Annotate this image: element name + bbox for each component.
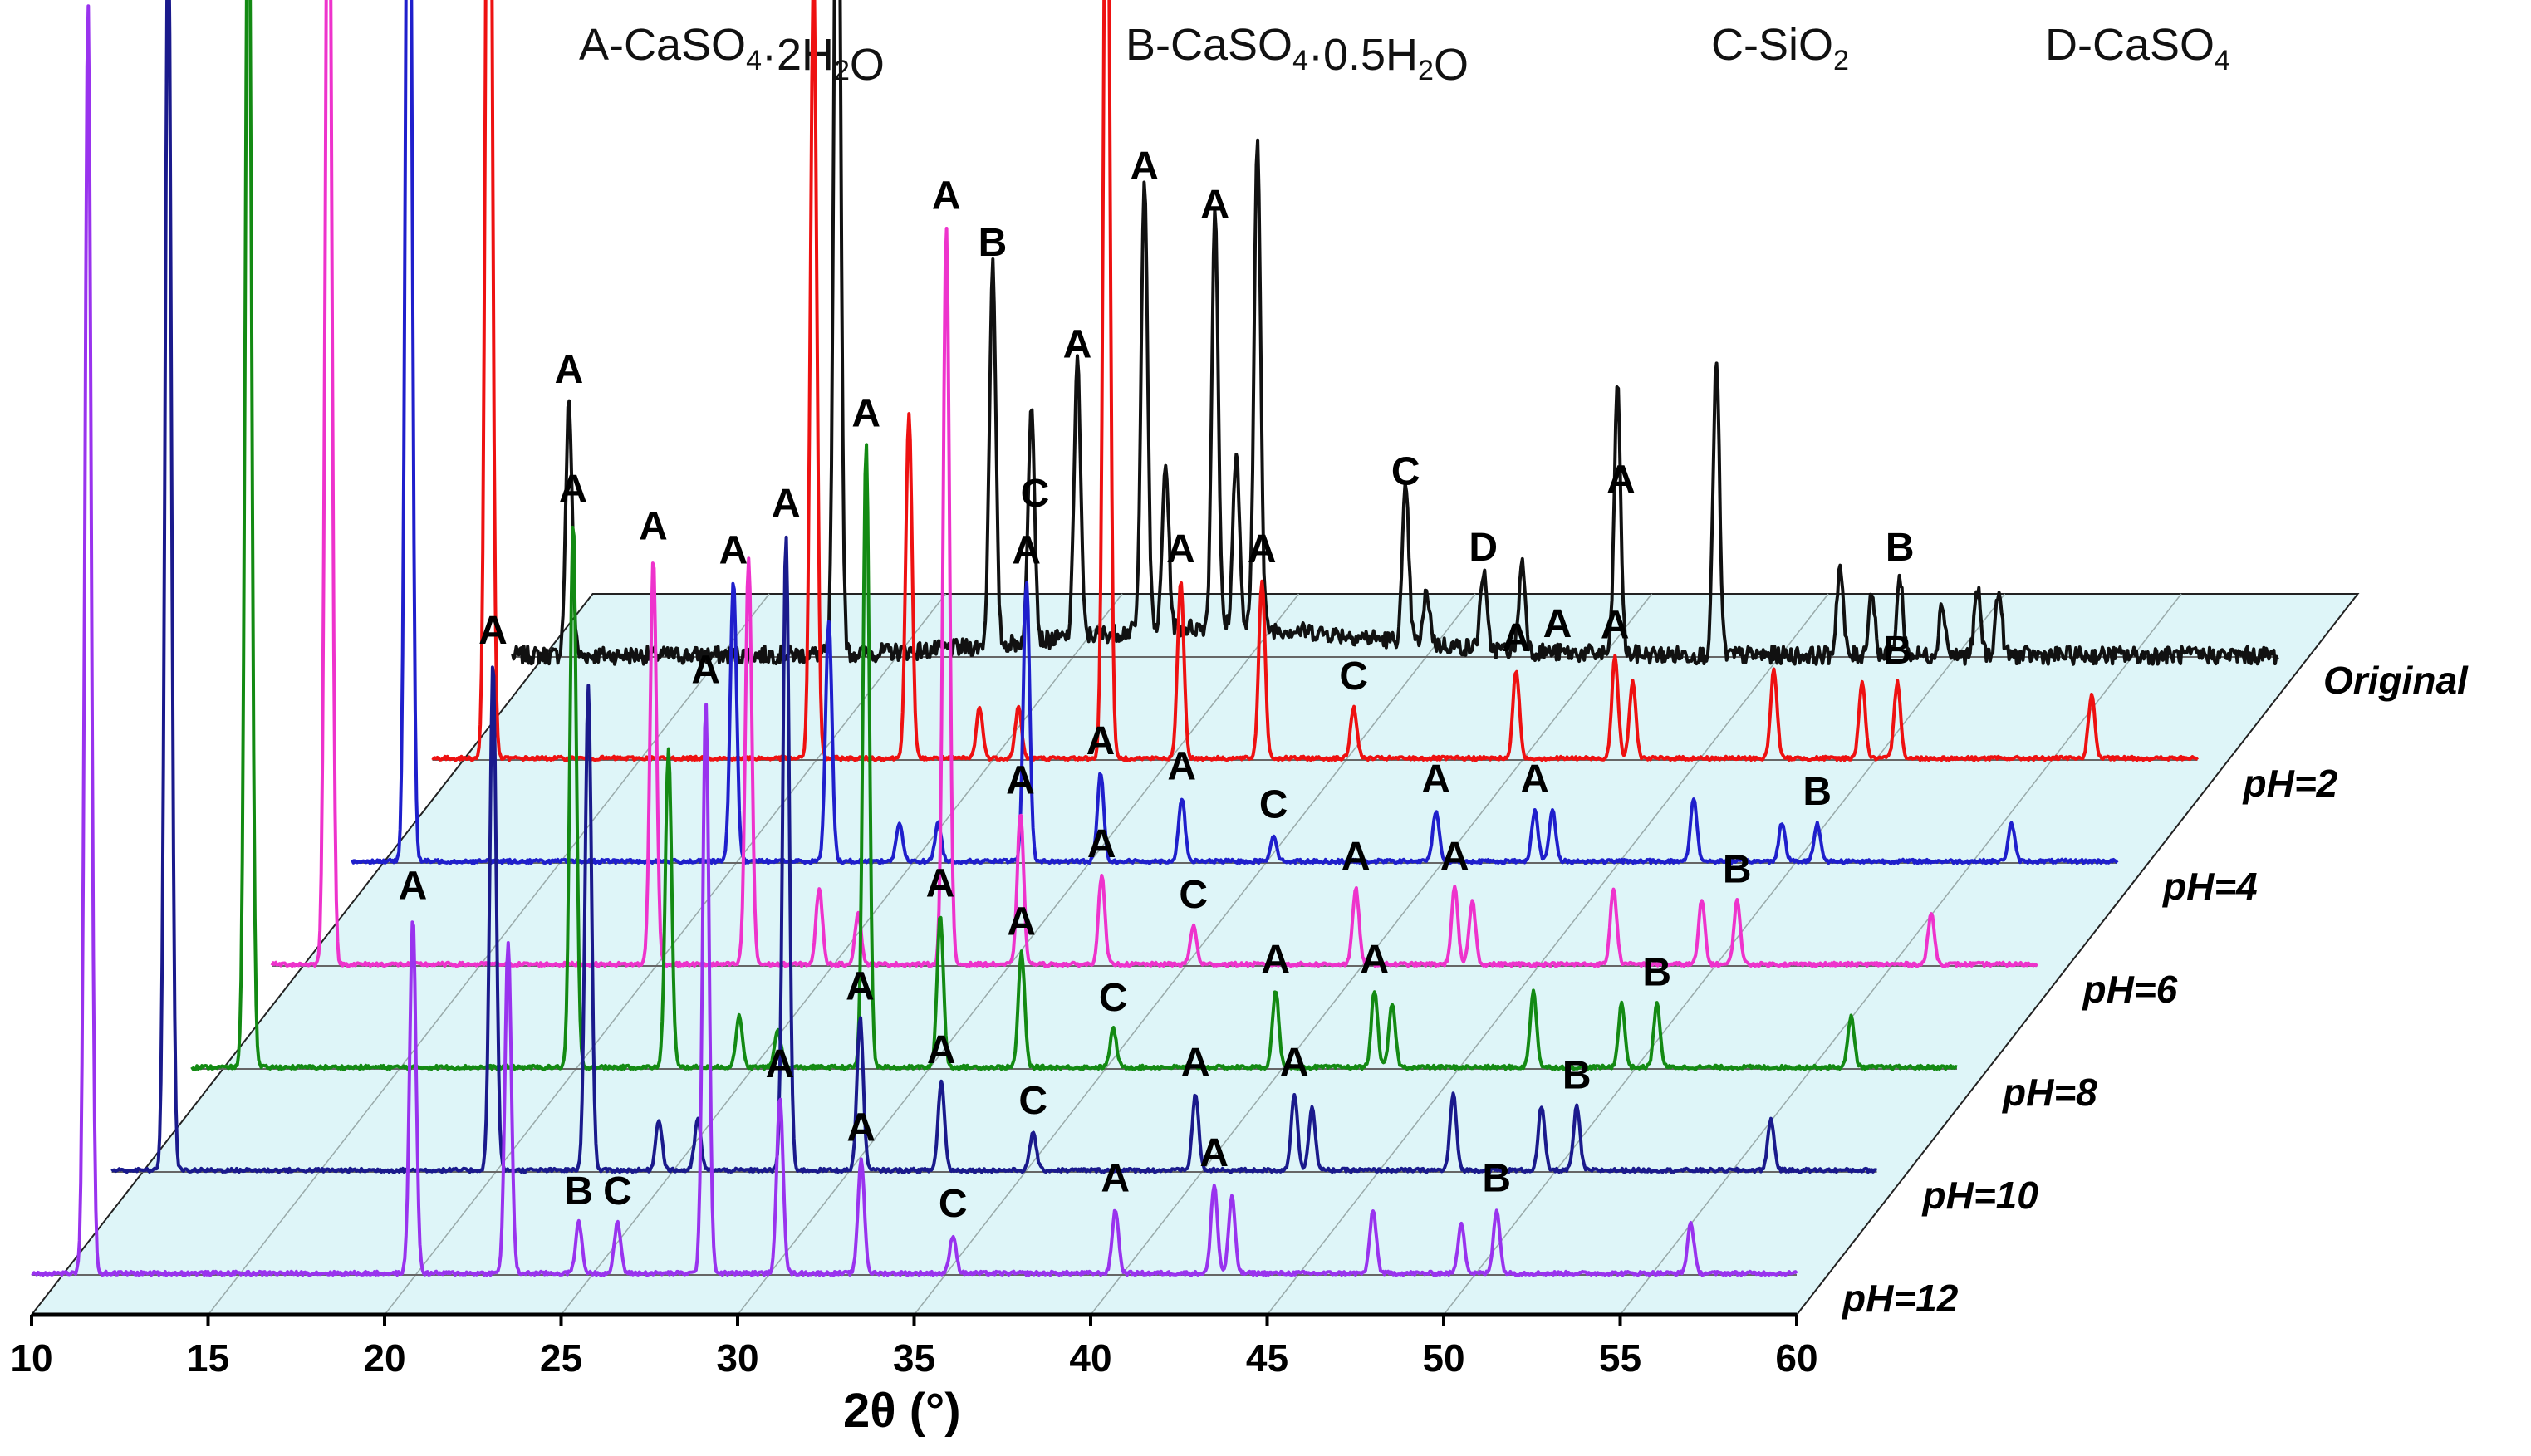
peak-label: A [1101, 1157, 1130, 1201]
series-line [431, 0, 2199, 762]
series-name-label: pH=8 [2001, 1071, 2097, 1114]
series-name-label: pH=12 [1841, 1277, 1959, 1320]
peak-label: B [1482, 1157, 1511, 1201]
peak-label: A [1087, 822, 1116, 866]
peak-label: C [1259, 782, 1288, 826]
peak-label: A [399, 865, 428, 909]
x-tick-label: 55 [1599, 1336, 1641, 1380]
series-name-label: pH=4 [2161, 865, 2258, 908]
peak-label: A [1167, 745, 1196, 789]
peak-label: A [926, 861, 955, 905]
x-tick-label: 45 [1246, 1336, 1288, 1380]
floor-gridline [1266, 593, 1829, 1316]
peak-label: A [1601, 604, 1630, 648]
peak-label: C [1018, 1079, 1047, 1123]
x-tick-label: 50 [1422, 1336, 1464, 1380]
peak-label: C [939, 1182, 968, 1226]
peak-label: A [766, 1042, 795, 1086]
peak-label: A [1360, 938, 1389, 982]
series-name-label: pH=10 [1921, 1174, 2039, 1217]
peak-label: B [1642, 951, 1671, 995]
x-axis-title: 2θ (°) [843, 1384, 961, 1438]
peak-label: A [1421, 757, 1450, 802]
peak-label: D [1469, 526, 1498, 570]
x-tick-label: 60 [1775, 1336, 1817, 1380]
x-tick-label: 20 [363, 1336, 405, 1380]
legend-item-a: A-CaSO4·2H2O [579, 20, 885, 90]
series-ph-2: AAAAACAABpH=2 [431, 0, 2338, 805]
peak-label: A [559, 468, 588, 512]
floor-gridline [1090, 593, 1653, 1316]
peak-label: A [1007, 900, 1036, 944]
peak-label: C [1099, 976, 1128, 1020]
legend-item-b: B-CaSO4·0.5H2O [1126, 20, 1469, 90]
x-tick-label: 40 [1069, 1336, 1111, 1380]
peak-label: B [979, 221, 1008, 265]
plot-floor [29, 593, 2360, 1316]
peak-label: A [1342, 835, 1371, 879]
peak-label: C [1391, 449, 1420, 493]
x-axis: 10 15 20 25 30 35 40 45 50 55 60 [10, 1312, 1818, 1380]
peak-label: C [603, 1169, 632, 1213]
peak-label: B [1883, 629, 1912, 673]
floor-gridline [913, 593, 1476, 1316]
peak-label: A [1166, 527, 1195, 571]
x-tick-label: 15 [187, 1336, 229, 1380]
peak-label: A [639, 504, 668, 548]
series-name-label: Original [2323, 659, 2469, 702]
peak-label: A [478, 609, 508, 653]
peak-label: A [772, 482, 801, 526]
x-tick-label: 10 [10, 1336, 52, 1380]
series-layer: AABCAAACDAABOriginalAAAAACAABpH=2AAAAACA… [31, 0, 2469, 1320]
peak-label: A [719, 528, 748, 572]
peak-label: A [1606, 458, 1636, 502]
peak-label: A [1063, 322, 1092, 366]
peak-label: A [555, 348, 584, 392]
peak-label: A [1280, 1041, 1309, 1085]
peak-label: A [1012, 528, 1041, 572]
series-line [511, 0, 2279, 666]
peak-label: C [1339, 654, 1368, 699]
peak-label: A [1086, 719, 1116, 763]
series-ph-10: AAAAACAABpH=10 [110, 0, 2039, 1217]
peak-label: A [1261, 938, 1290, 982]
x-tick-label: 25 [540, 1336, 582, 1380]
peak-label: A [851, 391, 880, 435]
x-tick-label: 35 [893, 1336, 935, 1380]
peak-label: C [1179, 873, 1208, 917]
peak-label: B [1562, 1054, 1592, 1098]
peak-label: A [691, 649, 720, 693]
peak-label: A [1440, 835, 1469, 879]
legend: A-CaSO4·2H2O B-CaSO4·0.5H2O C-SiO2 D-CaSO4 [579, 20, 2230, 90]
floor-gridline [1443, 593, 2006, 1316]
peak-label: A [1130, 145, 1159, 189]
peak-label: A [1543, 602, 1572, 646]
peak-label: A [846, 964, 875, 1008]
floor-gridline [737, 593, 1300, 1316]
series-line [110, 0, 1878, 1174]
peak-label: A [1248, 527, 1277, 571]
peak-label: B [564, 1169, 593, 1213]
peak-label: A [1200, 183, 1229, 227]
peak-label: A [932, 174, 961, 218]
peak-label: A [1502, 616, 1531, 660]
peak-label: A [1006, 758, 1035, 802]
peak-label: B [1803, 770, 1832, 814]
legend-item-d: D-CaSO4 [2045, 20, 2230, 76]
legend-item-c: C-SiO2 [1711, 20, 1849, 76]
peak-label: A [1199, 1131, 1229, 1175]
peak-label: A [1520, 757, 1549, 802]
series-ph-12: AABCAAACAABpH=12 [31, 4, 1959, 1320]
peak-label: B [1886, 526, 1915, 570]
series-name-label: pH=2 [2242, 762, 2338, 805]
peak-label: B [1723, 848, 1752, 892]
peak-label: A [846, 1105, 876, 1150]
peak-label: C [1021, 472, 1050, 516]
series-line [31, 4, 1798, 1277]
x-tick-label: 30 [716, 1336, 758, 1380]
peak-label: A [927, 1028, 956, 1072]
series-name-label: pH=6 [2082, 968, 2178, 1011]
peak-label: A [1181, 1041, 1210, 1085]
